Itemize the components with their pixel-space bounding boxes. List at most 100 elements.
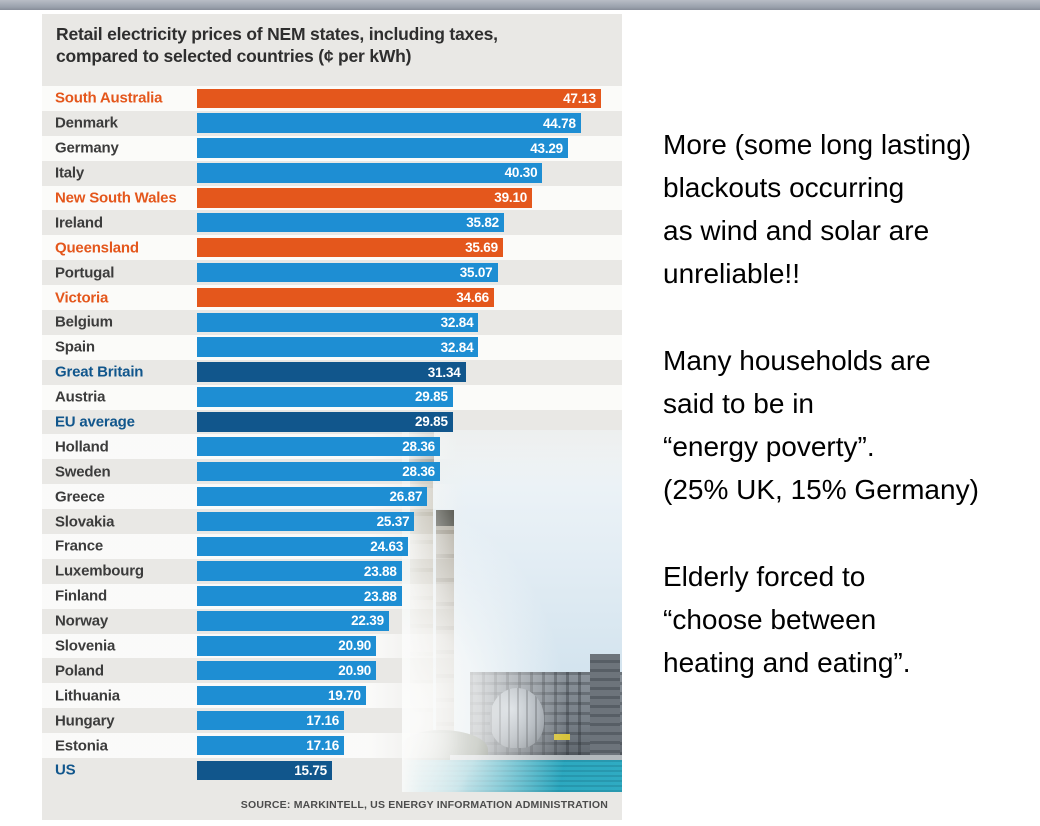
country-label: Slovakia <box>55 513 115 531</box>
value-bar: 24.63 <box>197 536 409 557</box>
value-bar: 31.34 <box>197 362 466 382</box>
value-bar: 44.78 <box>197 113 581 133</box>
value-bar: 43.29 <box>197 138 568 158</box>
chart-row: Great Britain 31.34 <box>42 360 622 385</box>
chart-row: Lithuania 19.70 <box>42 683 622 709</box>
chart-row: Denmark 44.78 <box>42 111 622 136</box>
chart-title: Retail electricity prices of NEM states,… <box>56 23 596 68</box>
bar-value-label: 32.84 <box>440 339 474 355</box>
bar-value-label: 22.39 <box>351 613 384 629</box>
country-label: Luxembourg <box>55 562 144 580</box>
country-label: South Australia <box>55 89 163 107</box>
bar-value-label: 35.69 <box>465 240 498 256</box>
value-bar: 19.70 <box>197 685 366 706</box>
chart-row: Holland 28.36 <box>42 434 622 460</box>
country-label: Great Britain <box>55 363 144 381</box>
chart-row: Queensland 35.69 <box>42 235 622 261</box>
country-label: Greece <box>55 488 105 506</box>
bar-value-label: 29.85 <box>415 389 448 405</box>
bar-value-label: 47.13 <box>563 90 596 106</box>
country-label: France <box>55 537 103 555</box>
chart-row: South Australia 47.13 <box>42 86 622 111</box>
bar-value-label: 39.10 <box>494 190 528 206</box>
chart-row: Portugal 35.07 <box>42 260 622 285</box>
value-bar: 20.90 <box>197 660 377 681</box>
bar-value-label: 44.78 <box>543 115 576 131</box>
country-label: Sweden <box>55 463 111 481</box>
value-bar: 17.16 <box>197 710 345 731</box>
chart-row: Estonia 17.16 <box>42 733 622 759</box>
chart-row: Norway 22.39 <box>42 609 622 634</box>
bar-value-label: 19.70 <box>328 688 361 704</box>
country-label: US <box>55 761 76 779</box>
country-label: Norway <box>55 612 108 630</box>
country-label: Austria <box>55 388 106 406</box>
bar-value-label: 23.88 <box>363 563 397 579</box>
chart-row: Poland 20.90 <box>42 658 622 683</box>
bar-value-label: 20.90 <box>338 638 372 654</box>
bar-value-label: 29.85 <box>415 414 448 430</box>
value-bar: 15.75 <box>197 760 332 781</box>
bar-value-label: 24.63 <box>370 538 404 554</box>
annotation-paragraph: Elderly forced to “choose between heating … <box>663 561 911 678</box>
chart-row: Ireland 35.82 <box>42 210 622 235</box>
chart-row: Sweden 28.36 <box>42 459 622 484</box>
bar-value-label: 35.07 <box>459 264 493 280</box>
value-bar: 35.07 <box>197 262 498 283</box>
bar-value-label: 17.16 <box>306 713 340 729</box>
value-bar: 32.84 <box>197 337 479 357</box>
commentary-text-block: More (some long lasting) blackouts occurr… <box>663 123 1033 728</box>
chart-row: Italy 40.30 <box>42 161 622 186</box>
value-bar: 34.66 <box>197 287 494 308</box>
country-label: Spain <box>55 338 95 356</box>
value-bar: 28.36 <box>197 461 440 482</box>
chart-row: Belgium 32.84 <box>42 310 622 335</box>
chart-row: Spain 32.84 <box>42 334 622 360</box>
value-bar: 32.84 <box>197 312 479 333</box>
value-bar: 40.30 <box>197 163 543 183</box>
value-bar: 20.90 <box>197 636 377 656</box>
electricity-price-chart-panel: Retail electricity prices of NEM states,… <box>42 14 622 820</box>
country-label: Belgium <box>55 313 113 331</box>
country-label: Germany <box>55 139 119 157</box>
value-bar: 23.88 <box>197 561 402 581</box>
chart-row: Germany 43.29 <box>42 135 622 161</box>
value-bar: 23.88 <box>197 586 402 606</box>
country-label: Holland <box>55 438 109 456</box>
annotation-paragraph: Many households are said to be in “energy … <box>663 345 979 505</box>
value-bar: 28.36 <box>197 436 440 457</box>
chart-row: Victoria 34.66 <box>42 285 622 311</box>
bar-value-label: 15.75 <box>294 762 327 778</box>
chart-row: France 24.63 <box>42 534 622 559</box>
bar-value-label: 40.30 <box>504 165 538 181</box>
bar-value-label: 17.16 <box>306 737 340 753</box>
source-credit: SOURCE: MARKINTELL, US ENERGY INFORMATIO… <box>240 799 608 811</box>
value-bar: 47.13 <box>197 88 601 108</box>
country-label: Estonia <box>55 737 108 755</box>
country-label: EU average <box>55 413 135 431</box>
country-label: Victoria <box>55 289 109 307</box>
bar-value-label: 26.87 <box>389 489 423 504</box>
chart-row: Austria 29.85 <box>42 384 622 410</box>
chart-row: EU average 29.85 <box>42 410 622 435</box>
country-label: Denmark <box>55 114 118 132</box>
bar-rows-container: South Australia 47.13 Denmark 44.78 Germany 4… <box>42 86 622 783</box>
country-label: Ireland <box>55 214 103 232</box>
country-label: Hungary <box>55 712 115 730</box>
chart-title-line1: Retail electricity prices of NEM states,… <box>56 24 498 44</box>
country-label: Italy <box>55 164 85 182</box>
bar-value-label: 34.66 <box>456 289 489 305</box>
value-bar: 39.10 <box>197 188 533 208</box>
chart-row: New South Wales 39.10 <box>42 185 622 211</box>
value-bar: 35.82 <box>197 212 504 233</box>
chart-row: Luxembourg 23.88 <box>42 559 622 584</box>
bar-value-label: 28.36 <box>402 464 435 480</box>
chart-row: Slovakia 25.37 <box>42 509 622 534</box>
bar-value-label: 28.36 <box>402 439 435 455</box>
country-label: Finland <box>55 587 107 605</box>
value-bar: 26.87 <box>197 486 428 507</box>
country-label: Slovenia <box>55 637 116 655</box>
value-bar: 22.39 <box>197 611 389 631</box>
chart-row: Greece 26.87 <box>42 484 622 510</box>
country-label: Poland <box>55 662 104 680</box>
